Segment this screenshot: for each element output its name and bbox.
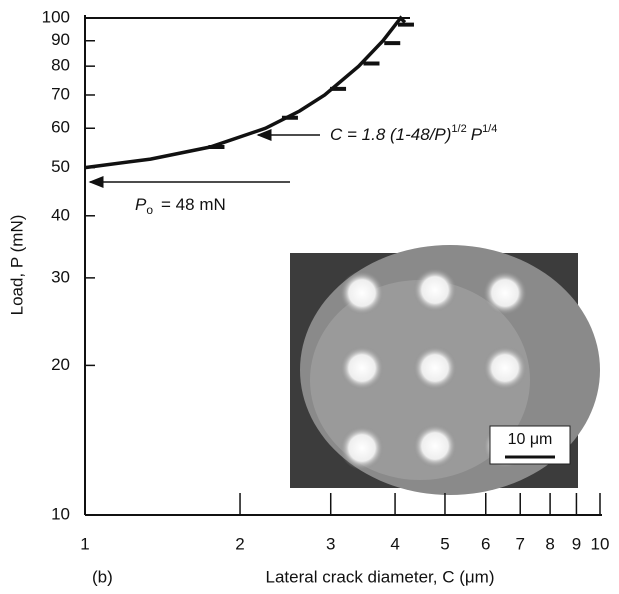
x-tick-label: 2: [235, 534, 244, 553]
y-tick-label: 70: [51, 84, 70, 103]
y-tick-label: 10: [51, 504, 70, 523]
x-tick-label: 7: [515, 534, 524, 553]
y-axis-title: Load, P (mN): [7, 215, 26, 316]
y-tick-label: 30: [51, 267, 70, 286]
y-tick-label: 100: [42, 7, 70, 26]
y-tick-label: 90: [51, 30, 70, 49]
y-tick-label: 40: [51, 205, 70, 224]
formula-exp: 1/4: [482, 123, 497, 135]
fit-curve: [84, 15, 407, 170]
x-tick-label: 1: [80, 534, 89, 553]
x-tick-label: 5: [440, 534, 449, 553]
x-tick-label: 4: [390, 534, 399, 553]
x-tick-label: 6: [481, 534, 490, 553]
threshold-part: P: [135, 195, 147, 214]
inset-photo: 10 μm: [290, 245, 600, 495]
x-tick-label: 3: [326, 534, 335, 553]
y-tick-label: 50: [51, 157, 70, 176]
formula-part: P: [471, 125, 483, 144]
x-tick-label: 8: [545, 534, 554, 553]
formula: C = 1.8 (1-48/P)1/2 P1/4: [330, 123, 497, 145]
y-tick-label: 20: [51, 355, 70, 374]
x-tick-label: 9: [572, 534, 581, 553]
threshold-label: Po = 48 mN: [135, 195, 226, 217]
y-tick-label: 80: [51, 56, 70, 75]
x-tick-label: 10: [591, 534, 610, 553]
scale-bar-label: 10 μm: [508, 431, 553, 448]
formula-part: C = 1.8 (1-48/P): [330, 125, 451, 144]
x-axis-title: Lateral crack diameter, C (μm): [266, 567, 495, 586]
threshold-sub: o: [146, 203, 153, 217]
y-tick-label: 60: [51, 118, 70, 137]
threshold-part: = 48 mN: [161, 195, 226, 214]
formula-exp: 1/2: [451, 123, 466, 135]
panel-label: (b): [92, 567, 113, 586]
